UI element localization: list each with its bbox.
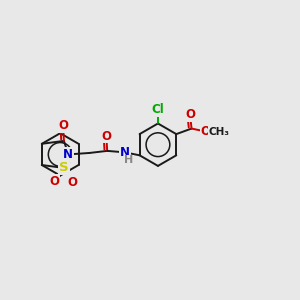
Text: O: O (67, 176, 77, 189)
Text: O: O (201, 125, 211, 138)
Text: S: S (59, 161, 69, 175)
Text: O: O (185, 108, 195, 121)
Text: Cl: Cl (152, 103, 164, 116)
Text: N: N (120, 146, 130, 159)
Text: O: O (101, 130, 111, 143)
Text: N: N (63, 148, 73, 161)
Text: O: O (50, 175, 59, 188)
Text: O: O (58, 119, 68, 132)
Text: CH₃: CH₃ (208, 127, 230, 137)
Text: H: H (124, 155, 134, 165)
